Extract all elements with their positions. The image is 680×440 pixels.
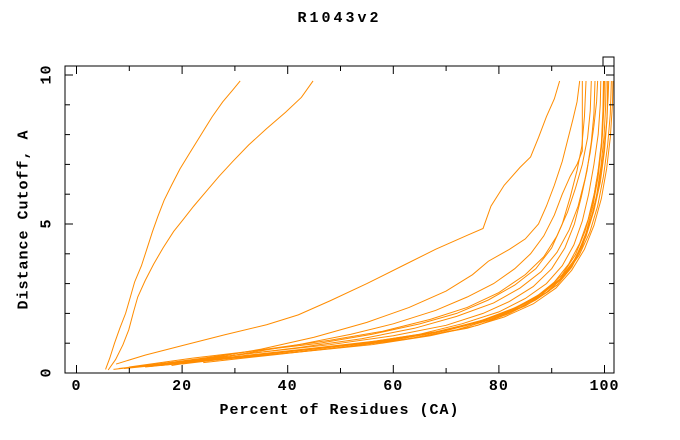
x-tick-label: 80 <box>488 378 509 395</box>
series-curve-18 <box>113 80 604 370</box>
series-curve-13 <box>166 80 610 366</box>
x-axis-label: Percent of Residues (CA) <box>219 402 460 419</box>
series-curve-17 <box>176 80 609 365</box>
series-curve-07 <box>139 80 592 367</box>
series-curve-10 <box>134 80 602 368</box>
x-tick-label: 100 <box>589 378 620 395</box>
plot-title: R1043v2 <box>297 10 382 27</box>
x-tick-label: 0 <box>71 378 82 395</box>
series-curve-04 <box>150 80 581 367</box>
series-curve-09 <box>155 80 599 367</box>
y-tick-label: 5 <box>38 218 56 229</box>
series-curve-14 <box>182 80 612 365</box>
series-curve-16 <box>160 80 605 367</box>
x-tick-label: 60 <box>383 378 404 395</box>
x-tick-label: 20 <box>172 378 193 395</box>
series-curve-05 <box>171 80 583 367</box>
series-curve-06 <box>129 80 587 368</box>
plot-frame <box>64 65 615 374</box>
y-tick-label: 0 <box>38 367 56 378</box>
series-curve-11 <box>123 80 605 370</box>
series-curve-03 <box>115 80 561 365</box>
x-tick-label: 40 <box>277 378 298 395</box>
series-curve-01 <box>105 80 241 370</box>
series-curve-02 <box>107 80 314 371</box>
corner-notch <box>602 56 615 67</box>
y-tick-label: 10 <box>38 64 56 85</box>
series-curve-12 <box>145 80 607 368</box>
